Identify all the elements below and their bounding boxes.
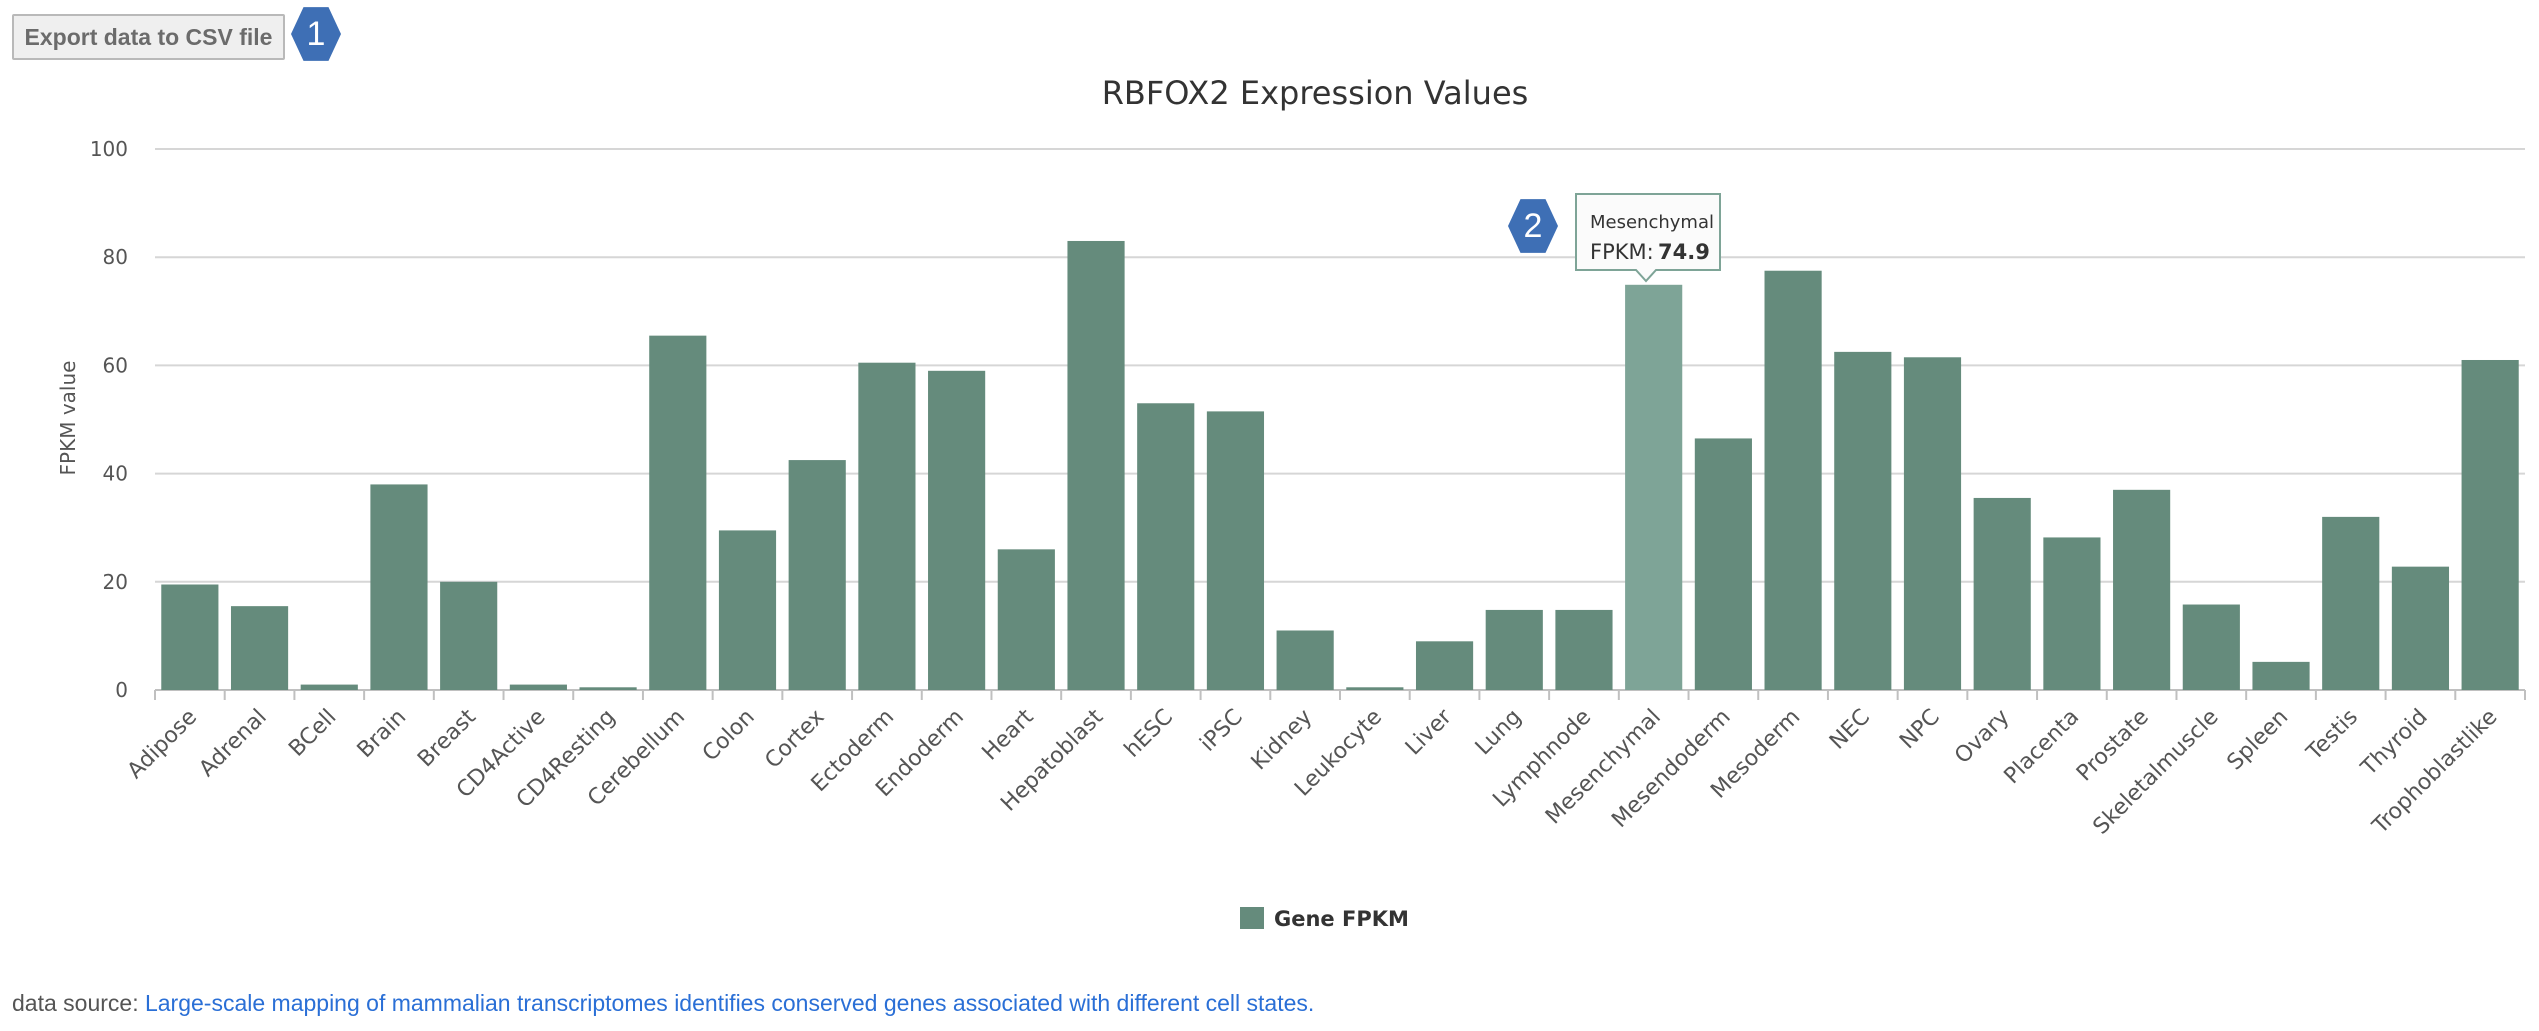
y-tick-label: 100 <box>90 137 128 161</box>
x-tick-label: Placenta <box>2000 705 2085 790</box>
x-tick-label: Kidney <box>1247 705 1318 776</box>
x-tick-label: NEC <box>1825 705 1875 755</box>
bar <box>2322 516 2380 690</box>
tooltip: Mesenchymal FPKM: 74.9 <box>1575 193 1721 283</box>
chart-title: RBFOX2 Expression Values <box>1102 74 1529 112</box>
bar <box>649 335 707 690</box>
bar <box>858 362 916 690</box>
bar <box>161 584 219 690</box>
x-tick-label: NPC <box>1895 705 1945 755</box>
bar <box>509 684 567 690</box>
data-source-link[interactable]: Large-scale mapping of mammalian transcr… <box>144 990 1315 1016</box>
x-tick-label: Adrenal <box>195 705 272 782</box>
bar <box>1206 411 1265 690</box>
bar <box>2182 604 2240 690</box>
x-tick-label: Colon <box>698 705 760 767</box>
y-tick-label: 80 <box>103 245 128 269</box>
y-tick-label: 40 <box>103 462 128 486</box>
data-source: data source: Large-scale mapping of mamm… <box>12 990 1314 1017</box>
bar <box>997 549 1055 690</box>
legend-label: Gene FPKM <box>1274 907 1409 931</box>
bar <box>1415 641 1474 690</box>
bar <box>718 530 777 690</box>
y-tick-label: 20 <box>103 570 128 594</box>
bar <box>300 684 358 690</box>
bar <box>2043 537 2101 690</box>
x-tick-label: Skeletalmuscle <box>2089 705 2224 840</box>
bar <box>928 370 986 690</box>
bar <box>370 484 428 690</box>
bar <box>1764 270 1822 690</box>
legend[interactable]: Gene FPKM <box>1240 907 1409 931</box>
bar <box>788 460 846 690</box>
bar <box>1346 687 1404 690</box>
bar <box>1834 351 1892 690</box>
bar <box>1067 240 1125 690</box>
annotation-badge-1: 1 <box>291 7 341 61</box>
tooltip-category: Mesenchymal <box>1590 212 1714 233</box>
bar <box>579 687 637 690</box>
y-tick-label: 0 <box>115 678 128 702</box>
bar <box>1276 630 1334 690</box>
x-tick-label: BCell <box>284 705 341 762</box>
bar <box>2113 489 2171 690</box>
y-axis-ticks: 0 20 40 60 80 100 <box>90 137 128 702</box>
x-tick-label: Mesendoderm <box>1607 705 1735 833</box>
export-csv-button[interactable]: Export data to CSV file <box>12 14 285 60</box>
x-tick-label: Trophoblastlike <box>2367 705 2502 840</box>
x-tick-label: hESC <box>1120 705 1178 763</box>
bar <box>1694 438 1752 690</box>
x-tick-label: Ovary <box>1950 705 2014 769</box>
x-tick-label: Adipose <box>123 705 202 784</box>
bars <box>161 240 2519 690</box>
bar <box>1485 609 1543 690</box>
x-tick-label: Liver <box>1401 704 1458 761</box>
x-tick-label: Lung <box>1471 705 1527 761</box>
bar <box>1625 284 1683 690</box>
y-axis-label: FPKM value <box>56 361 80 476</box>
bar <box>2391 566 2450 690</box>
x-tick-label: Breast <box>413 704 481 772</box>
x-tick-label: Spleen <box>2223 705 2294 776</box>
bar <box>2461 359 2519 690</box>
x-tick-label: Brain <box>353 705 411 763</box>
bar <box>1555 609 1613 690</box>
x-tick-label: Testis <box>2302 705 2363 766</box>
x-tick-label: Heart <box>978 704 1039 765</box>
bar <box>1137 403 1195 690</box>
annotation-badge-2: 2 <box>1508 199 1558 253</box>
x-tick-label: Cortex <box>760 705 829 774</box>
bar <box>1903 357 1962 690</box>
bar <box>2252 661 2310 690</box>
x-tick-label: iPSC <box>1196 705 1248 757</box>
bar <box>230 606 289 690</box>
tooltip-value: 74.9 <box>1658 240 1710 264</box>
tooltip-box <box>1575 193 1721 283</box>
legend-swatch <box>1240 907 1264 929</box>
y-tick-label: 60 <box>103 353 128 377</box>
data-source-prefix: data source: <box>12 990 145 1016</box>
bar <box>1973 497 2031 690</box>
bar <box>440 581 498 690</box>
tooltip-label: FPKM: <box>1590 240 1654 264</box>
